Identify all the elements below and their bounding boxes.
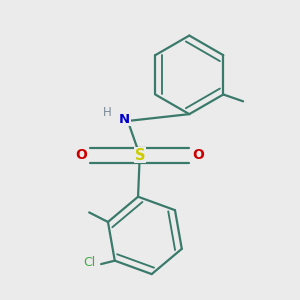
Text: S: S [134, 148, 145, 163]
Text: Cl: Cl [83, 256, 95, 269]
Text: N: N [119, 113, 130, 126]
Text: O: O [76, 148, 88, 162]
Text: O: O [192, 148, 204, 162]
Text: H: H [103, 106, 112, 119]
